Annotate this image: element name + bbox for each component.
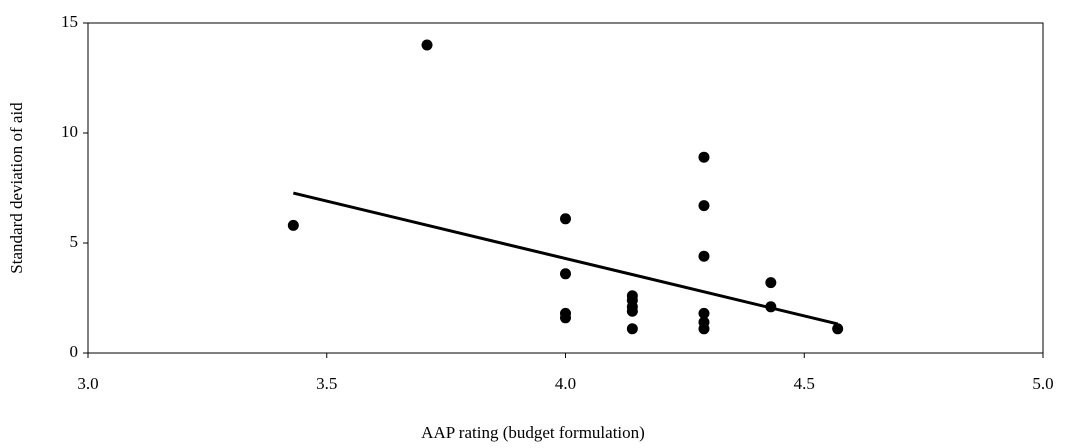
plot-frame — [87, 22, 1044, 354]
x-tick-label: 4.0 — [555, 374, 576, 393]
scatter-point — [765, 301, 777, 313]
trend-line — [292, 191, 839, 326]
scatter-point — [560, 213, 571, 225]
x-tick-label: 3.0 — [77, 374, 98, 393]
x-tick-label: 5.0 — [1032, 374, 1053, 393]
scatter-point — [626, 305, 638, 317]
x-axis-label: AAP rating (budget formulation) — [421, 423, 645, 442]
scatter-point — [698, 307, 710, 319]
y-tick-label: 15 — [61, 12, 78, 31]
y-tick-label: 5 — [70, 232, 79, 251]
scatter-point — [698, 151, 710, 163]
scatter-point — [421, 39, 433, 51]
y-tick-label: 0 — [70, 342, 79, 361]
y-axis-label: Standard deviation of aid — [7, 102, 26, 274]
scatter-point — [287, 219, 299, 231]
x-tick-label: 3.5 — [316, 374, 337, 393]
scatter-point — [832, 323, 844, 335]
y-tick-label: 10 — [61, 122, 78, 141]
scatter-point — [698, 200, 710, 212]
scatter-point — [698, 250, 710, 262]
scatter-point — [560, 312, 571, 324]
x-tick-label: 4.5 — [794, 374, 815, 393]
scatter-point — [765, 277, 777, 289]
scatter-point — [560, 268, 571, 280]
scatter-point — [626, 323, 638, 335]
scatter-point — [698, 323, 710, 335]
